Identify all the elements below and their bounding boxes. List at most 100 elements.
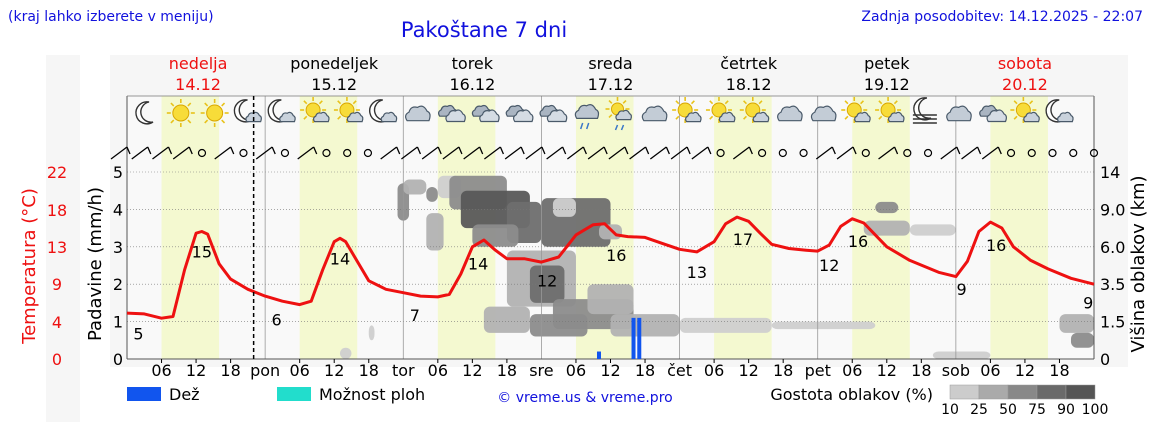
cloud-shape [810,105,837,122]
temperature-label: 14 [330,249,350,268]
wind-barb [566,146,587,160]
day-date: 19.12 [864,75,910,94]
sun-cloud-icon [841,97,871,123]
sun-cloud-icon [875,97,905,123]
calm-wind-mark [1089,148,1099,158]
temperature-tick-label: 9 [52,275,62,294]
day-name: sreda [588,54,632,73]
density-swatch [1007,384,1038,400]
density-tick-label: 25 [970,402,988,418]
region-note[interactable]: (kraj lahko izberete v meniju) [8,9,214,25]
density-swatch [949,384,980,400]
cloud-height-tick-label: 0 [1100,350,1110,369]
cloud-cell [1059,314,1094,333]
showers-legend-swatch [277,387,311,401]
moon-cloud-icon [267,99,296,123]
sun-cloud-icon [672,97,702,123]
day-labels: nedelja 14.12 ponedeljek 15.12 torek 16.12 sre… [169,54,1052,94]
sun-disc [172,104,190,122]
day-name: četrtek [720,54,778,73]
wind-barb [131,146,152,160]
sun-ray [893,100,898,105]
barb-shaft [525,146,543,160]
clouds-icon [505,104,534,123]
wind-barb [587,146,608,160]
last-update: Zadnja posodobitev: 14.12.2025 - 22:07 [861,9,1143,25]
cloud-axis-title: Višina oblakov (km) [1128,175,1149,352]
temperature-tick-label: 0 [52,350,62,369]
showers-legend-label: Možnost ploh [319,385,425,404]
temperature-label: 12 [819,256,839,275]
barb-feather [852,146,857,155]
cloud-height-tick-label: 3.5 [1100,275,1125,294]
barb-feather [603,146,608,155]
density-swatch [978,384,1009,400]
cloud-shape [684,111,702,123]
sun-ray [1013,115,1018,120]
barb-shaft [732,146,750,160]
wind-barb [172,146,193,160]
moon-cloud-icon [1045,99,1074,123]
hour-tick-label: 12 [324,361,344,380]
cloud-shape [777,105,803,122]
wind-barb [691,146,712,160]
moon-icon [135,101,154,125]
daylight-band [299,96,358,359]
temperature-label: 16 [848,232,868,251]
barb-feather [520,146,525,155]
wind-barb [878,146,899,160]
gridlines [126,95,1095,360]
wind-barb [421,146,442,160]
temperature-series [126,215,1095,320]
wind-barb [981,146,1002,160]
calm-wind-mark [1027,148,1036,158]
credit-link[interactable]: © vreme.us & vreme.pro [497,390,672,406]
day-date: 16.12 [449,75,495,94]
calm-wind-mark [716,148,725,158]
hour-tick-label: 12 [877,361,897,380]
page-title: Pakoštane 7 dni [401,18,567,42]
hour-tick-label: 12 [186,361,206,380]
x-axis-ticks: 06 12 18 06 12 18 pon 06 12 18 tor 06 12 18 sre 06 12 18 č… [151,359,1070,380]
sun-cloud-icon [1010,97,1040,123]
cloud-density-label: Gostota oblakov (%) [770,385,933,404]
sun-rain-icon [605,97,632,131]
sun-ray [608,114,613,119]
day-date: 20.12 [1002,75,1048,94]
density-tick-label: 90 [1057,402,1075,418]
sun-ray [352,100,357,105]
cloud-cell [426,186,438,202]
calm-wind-mark [1069,148,1078,158]
day-date: 15.12 [311,75,357,94]
precip-axis: 0 1 2 3 4 5 [113,163,123,369]
raindrop [579,122,584,130]
sun-ray [221,119,226,124]
rain-legend-label: Dež [169,385,200,404]
hour-tick-label: 06 [428,361,448,380]
clouds-icon [979,104,1007,123]
sun-ray [743,100,747,105]
barb-feather [582,146,587,155]
cloud-cell [403,179,427,195]
barb-feather [437,146,442,155]
rain-bars [596,317,642,359]
cloud-shape [718,111,736,123]
rain-bar [596,351,601,359]
calm-wind-mark [197,148,207,158]
calm-wind-mark [799,148,808,158]
density-swatch [1036,384,1067,400]
cloud-shape [574,104,600,119]
hour-tick-label: 18 [773,361,793,380]
barb-feather [562,146,567,155]
day-name: nedelja [169,54,228,73]
calm-wind-mark [1006,148,1016,158]
cloud-height-tick-label: 14 [1100,163,1120,182]
cloud-shape [405,105,431,122]
raindrop [585,122,590,130]
wind-barbs-row [110,146,1099,160]
temperature-tick-label: 18 [47,201,67,220]
cloud-shape [641,105,668,122]
clouds-icon [539,104,568,123]
sun-icon [166,99,195,127]
